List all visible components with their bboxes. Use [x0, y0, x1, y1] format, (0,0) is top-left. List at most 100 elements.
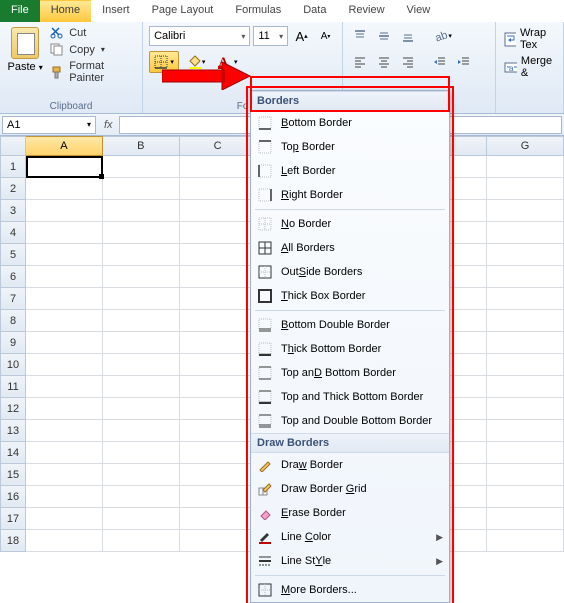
cell[interactable] — [103, 288, 180, 310]
cell[interactable] — [487, 442, 564, 464]
cell[interactable] — [487, 156, 564, 178]
cell[interactable] — [26, 442, 103, 464]
cell[interactable] — [487, 508, 564, 530]
dd-bottom-double-border[interactable]: Bottom Double Border — [251, 313, 449, 337]
cell[interactable] — [26, 266, 103, 288]
dd-top-thick-bottom-border[interactable]: Top and Thick Bottom Border — [251, 385, 449, 409]
cell[interactable] — [180, 354, 257, 376]
cell[interactable] — [103, 486, 180, 508]
align-center-button[interactable] — [373, 51, 395, 73]
cell[interactable] — [487, 376, 564, 398]
row-header[interactable]: 13 — [0, 420, 26, 442]
cell[interactable] — [26, 420, 103, 442]
align-top-button[interactable] — [349, 25, 371, 47]
dd-no-border[interactable]: No Border — [251, 212, 449, 236]
row-header[interactable]: 11 — [0, 376, 26, 398]
wrap-text-button[interactable]: Wrap Tex — [502, 25, 557, 53]
row-header[interactable]: 14 — [0, 442, 26, 464]
row-header[interactable]: 4 — [0, 222, 26, 244]
font-size-combo[interactable]: 11▾ — [253, 26, 288, 46]
grow-font-button[interactable]: A▴ — [291, 25, 312, 47]
row-header[interactable]: 7 — [0, 288, 26, 310]
cell[interactable] — [26, 464, 103, 486]
cell[interactable] — [26, 178, 103, 200]
cell[interactable] — [487, 464, 564, 486]
cell[interactable] — [103, 156, 180, 178]
row-header[interactable]: 6 — [0, 266, 26, 288]
cell[interactable] — [180, 508, 257, 530]
align-left-button[interactable] — [349, 51, 371, 73]
row-header[interactable]: 1 — [0, 156, 26, 178]
row-header[interactable]: 10 — [0, 354, 26, 376]
dd-all-borders[interactable]: All Borders — [251, 236, 449, 260]
cell[interactable] — [103, 376, 180, 398]
cell[interactable] — [103, 354, 180, 376]
cell[interactable] — [26, 530, 103, 552]
col-header[interactable]: C — [180, 136, 257, 156]
dd-bottom-border[interactable]: Bottom Border — [251, 111, 449, 135]
align-middle-button[interactable] — [373, 25, 395, 47]
col-header[interactable]: B — [103, 136, 180, 156]
cut-button[interactable]: Cut — [47, 25, 136, 40]
cell[interactable] — [487, 486, 564, 508]
cell[interactable] — [180, 244, 257, 266]
orientation-button[interactable]: ab▾ — [429, 25, 457, 47]
cell[interactable] — [103, 200, 180, 222]
cell[interactable] — [26, 332, 103, 354]
cell[interactable] — [103, 222, 180, 244]
dd-outside-borders[interactable]: OutSide Borders — [251, 260, 449, 284]
cell[interactable] — [487, 420, 564, 442]
font-name-combo[interactable]: Calibri▾ — [149, 26, 250, 46]
cell[interactable] — [180, 464, 257, 486]
align-right-button[interactable] — [397, 51, 419, 73]
tab-pagelayout[interactable]: Page Layout — [141, 0, 225, 22]
cell[interactable] — [487, 398, 564, 420]
cell[interactable] — [26, 288, 103, 310]
tab-home[interactable]: Home — [40, 0, 91, 22]
row-header[interactable]: 3 — [0, 200, 26, 222]
col-header[interactable]: A — [26, 136, 103, 156]
align-bottom-button[interactable] — [397, 25, 419, 47]
merge-center-button[interactable]: a Merge & — [502, 53, 557, 81]
tab-review[interactable]: Review — [337, 0, 395, 22]
dd-draw-border-grid[interactable]: Draw Border Grid — [251, 477, 449, 501]
cell[interactable] — [26, 244, 103, 266]
row-header[interactable]: 9 — [0, 332, 26, 354]
cell[interactable] — [180, 530, 257, 552]
cell[interactable] — [487, 310, 564, 332]
dd-left-border[interactable]: Left Border — [251, 159, 449, 183]
dd-right-border[interactable]: Right Border — [251, 183, 449, 207]
tab-insert[interactable]: Insert — [91, 0, 141, 22]
cell[interactable] — [180, 266, 257, 288]
cell[interactable] — [487, 530, 564, 552]
cell[interactable] — [103, 178, 180, 200]
cell[interactable] — [103, 332, 180, 354]
cell[interactable] — [26, 354, 103, 376]
row-header[interactable]: 5 — [0, 244, 26, 266]
cell[interactable] — [487, 244, 564, 266]
dd-thick-box-border[interactable]: Thick Box Border — [251, 284, 449, 308]
format-painter-button[interactable]: Format Painter — [47, 59, 136, 85]
cell[interactable] — [180, 288, 257, 310]
cell[interactable] — [180, 156, 257, 178]
fx-label[interactable]: fx — [104, 119, 113, 131]
cell[interactable] — [103, 464, 180, 486]
row-header[interactable]: 17 — [0, 508, 26, 530]
col-header[interactable]: G — [487, 136, 564, 156]
dd-top-border[interactable]: Top Border — [251, 135, 449, 159]
cell[interactable] — [26, 222, 103, 244]
cell[interactable] — [103, 244, 180, 266]
cell[interactable] — [487, 288, 564, 310]
row-header[interactable]: 2 — [0, 178, 26, 200]
cell[interactable] — [103, 266, 180, 288]
cell[interactable] — [26, 486, 103, 508]
cell[interactable] — [103, 442, 180, 464]
cell[interactable] — [487, 332, 564, 354]
cell[interactable] — [487, 266, 564, 288]
tab-data[interactable]: Data — [292, 0, 337, 22]
increase-indent-button[interactable] — [453, 51, 475, 73]
cell[interactable] — [487, 222, 564, 244]
dd-draw-border[interactable]: Draw Border — [251, 453, 449, 477]
cell[interactable] — [103, 508, 180, 530]
cell[interactable] — [180, 310, 257, 332]
